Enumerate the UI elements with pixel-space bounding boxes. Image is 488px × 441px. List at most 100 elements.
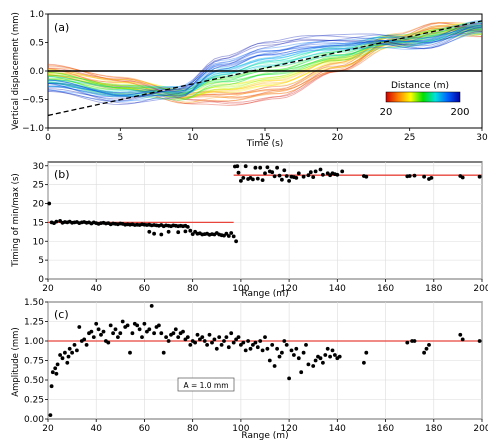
panel-c-point xyxy=(188,343,192,347)
panel-b-ytick-label: 0 xyxy=(38,275,44,285)
panel-b-point xyxy=(270,170,274,174)
panel-b-point xyxy=(229,231,233,235)
panel-b-point xyxy=(340,170,344,174)
panel-c-point xyxy=(326,347,330,351)
panel-c-point xyxy=(55,372,59,376)
panel-c-point xyxy=(297,356,301,360)
panel-b-point xyxy=(263,171,267,175)
panel-b-point xyxy=(237,171,241,175)
panel-c-point xyxy=(67,355,71,359)
panel-c-point xyxy=(292,353,296,357)
panel-c-point xyxy=(427,343,431,347)
panel-b-point xyxy=(239,179,243,183)
panel-b-point xyxy=(55,220,59,224)
panel-b-point xyxy=(321,173,325,177)
panel-c-point xyxy=(97,327,101,331)
panel-c-label: (c) xyxy=(54,308,69,321)
panel-c-point xyxy=(203,339,207,343)
panel-b-point xyxy=(241,176,245,180)
panel-c-xtick-label: 180 xyxy=(425,424,442,434)
panel-c-point xyxy=(268,359,272,363)
panel-b-point xyxy=(152,232,156,236)
panel-c-ytick-label: 0.50 xyxy=(24,376,44,386)
panel-c-xtick-label: 60 xyxy=(139,424,151,434)
panel-b: 20 40 60 80 100 120 140 160 180 200051015202530 (… xyxy=(11,162,488,299)
panel-c-point xyxy=(50,384,54,388)
amplitude-annotation: A = 1.0 mm xyxy=(178,378,234,391)
panel-b-point xyxy=(254,166,258,170)
panel-b-point xyxy=(280,178,284,182)
panel-c-point xyxy=(73,343,77,347)
panel-a-ytick-label: 1.0 xyxy=(30,10,45,20)
panel-c-point xyxy=(138,327,142,331)
panel-c-point xyxy=(287,377,291,381)
panel-b-xtick-label: 180 xyxy=(425,284,442,294)
panel-b-xtick-label: 160 xyxy=(377,284,394,294)
panel-c-point xyxy=(261,349,265,353)
panel-c-ytick-label: 1.50 xyxy=(24,298,44,308)
panel-b-ylabel: Timing of min/max (s) xyxy=(11,173,21,268)
panel-c-point xyxy=(131,331,135,335)
panel-c-point xyxy=(307,363,311,367)
panel-b-point xyxy=(335,173,339,177)
panel-c-point xyxy=(321,361,325,365)
panel-c-point xyxy=(65,361,69,365)
panel-c-xtick-label: 20 xyxy=(42,424,54,434)
panel-c-ytick-label: 0.00 xyxy=(24,415,44,425)
panel-c-point xyxy=(220,343,224,347)
panel-c-point xyxy=(213,338,217,342)
panel-b-point xyxy=(186,225,190,229)
panel-c-point xyxy=(102,330,106,334)
panel-c-point xyxy=(140,335,144,339)
panel-b-point xyxy=(413,174,417,178)
colorbar-title: Distance (m) xyxy=(391,81,449,91)
panel-b-point xyxy=(461,176,465,180)
panel-c-point xyxy=(314,359,318,363)
panel-c-ytick-label: 1.00 xyxy=(24,337,44,347)
panel-c-point xyxy=(99,333,103,337)
panel-c-point xyxy=(111,331,115,335)
panel-c-point xyxy=(172,331,176,335)
panel-c-point xyxy=(58,353,62,357)
panel-c: 20 40 60 80 100 120 140 160 180 2000.000.250.500.… xyxy=(11,298,488,441)
panel-c-xlabel: Range (m) xyxy=(241,431,288,441)
panel-c-point xyxy=(116,335,120,339)
panel-c-point xyxy=(215,347,219,351)
panel-b-point xyxy=(258,166,262,170)
panel-b-point xyxy=(294,176,298,180)
panel-b-point xyxy=(234,239,238,243)
panel-c-point xyxy=(246,339,250,343)
panel-b-point xyxy=(273,174,277,178)
panel-b-xtick-label: 20 xyxy=(42,284,54,294)
annotation-text: A = 1.0 mm xyxy=(183,381,228,390)
panel-b-point xyxy=(184,230,188,234)
panel-c-point xyxy=(157,324,161,328)
panel-c-point xyxy=(273,364,277,368)
panel-c-point xyxy=(311,364,315,368)
panel-c-point xyxy=(118,331,122,335)
panel-c-point xyxy=(263,335,267,339)
panel-c-point xyxy=(225,335,229,339)
panel-b-point xyxy=(307,173,311,177)
panel-c-point xyxy=(237,335,241,339)
panel-c-point xyxy=(164,335,168,339)
panel-c-xtick-label: 160 xyxy=(377,424,394,434)
panel-c-point xyxy=(193,341,197,345)
panel-c-point xyxy=(121,320,125,324)
panel-c-point xyxy=(266,347,270,351)
panel-b-point xyxy=(364,175,368,179)
panel-b-point xyxy=(319,168,323,172)
panel-b-xlabel: Range (m) xyxy=(241,289,288,299)
panel-c-point xyxy=(290,349,294,353)
panel-c-point xyxy=(241,341,245,345)
panel-c-point xyxy=(229,331,233,335)
panel-b-point xyxy=(167,230,171,234)
panel-b-point xyxy=(232,235,236,239)
panel-b-point xyxy=(244,164,248,168)
panel-c-point xyxy=(458,333,462,337)
panel-c-point xyxy=(152,331,156,335)
colorbar-strip xyxy=(386,92,460,102)
panel-c-point xyxy=(147,327,151,331)
panel-c-ytick-label: 0.75 xyxy=(24,357,44,367)
panel-b-point xyxy=(287,179,291,183)
